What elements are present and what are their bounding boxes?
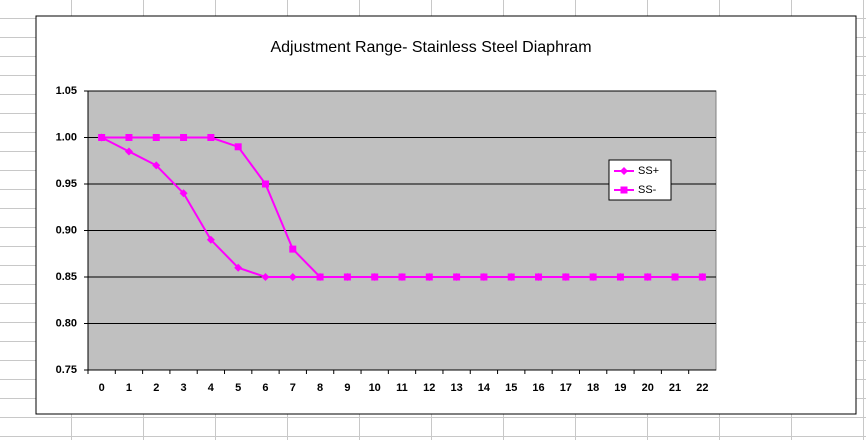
y-tick-label: 1.05: [56, 85, 77, 97]
data-point: [152, 134, 160, 141]
data-point: [371, 273, 379, 281]
x-tick-label: 8: [317, 382, 323, 394]
data-point: [206, 235, 215, 244]
chart-title: Adjustment Range- Stainless Steel Diaphr…: [270, 39, 591, 56]
data-point: [562, 273, 570, 281]
data-point: [616, 273, 624, 281]
x-tick-label: 11: [396, 382, 408, 394]
legend: [608, 159, 672, 201]
x-tick-label: 21: [669, 382, 681, 394]
x-tick-label: 17: [560, 382, 572, 394]
data-point: [289, 245, 297, 253]
x-tick-label: 2: [153, 382, 159, 394]
data-point: [261, 180, 269, 188]
x-tick-label: 13: [450, 382, 462, 394]
data-point: [152, 161, 161, 170]
data-point: [125, 134, 133, 141]
data-point: [480, 273, 488, 281]
x-tick-label: 1: [126, 382, 132, 394]
data-point: [671, 273, 679, 281]
data-point: [261, 273, 270, 281]
legend-label: SS-: [638, 184, 657, 196]
legend-marker: [620, 167, 628, 175]
data-point: [453, 273, 461, 281]
data-point: [98, 134, 106, 141]
data-point: [207, 134, 215, 141]
data-point: [234, 143, 242, 151]
x-tick-label: 22: [696, 382, 708, 394]
x-tick-label: 9: [344, 382, 350, 394]
data-point: [288, 273, 297, 281]
data-point: [589, 273, 597, 281]
y-tick-label: 0.75: [56, 364, 77, 376]
x-tick-label: 14: [478, 382, 491, 394]
y-tick-label: 0.80: [56, 317, 77, 329]
data-point: [179, 189, 188, 198]
x-tick-label: 12: [423, 382, 435, 394]
data-point: [535, 273, 543, 281]
x-tick-label: 6: [262, 382, 268, 394]
y-tick-label: 0.85: [56, 271, 77, 283]
x-tick-label: 10: [369, 382, 381, 394]
data-point: [398, 273, 406, 281]
x-tick-label: 5: [235, 382, 241, 394]
x-tick-label: 3: [181, 382, 187, 394]
x-tick-label: 16: [532, 382, 544, 394]
x-tick-label: 18: [587, 382, 599, 394]
x-tick-label: 4: [208, 382, 215, 394]
data-point: [698, 273, 706, 281]
data-point: [507, 273, 515, 281]
x-tick-label: 19: [614, 382, 626, 394]
data-point: [343, 273, 351, 281]
data-point: [425, 273, 433, 281]
x-tick-label: 20: [642, 382, 654, 394]
y-tick-label: 1.00: [56, 131, 77, 143]
data-point: [644, 273, 652, 281]
data-point: [124, 147, 133, 156]
data-point: [234, 263, 243, 272]
data-point: [316, 273, 324, 281]
x-tick-label: 15: [505, 382, 517, 394]
y-tick-label: 0.95: [56, 178, 77, 190]
legend-marker: [620, 186, 628, 194]
x-tick-label: 7: [290, 382, 296, 394]
x-tick-label: 0: [99, 382, 105, 394]
data-point: [180, 134, 188, 141]
legend-label: SS+: [638, 165, 659, 177]
y-tick-label: 0.90: [56, 224, 77, 236]
